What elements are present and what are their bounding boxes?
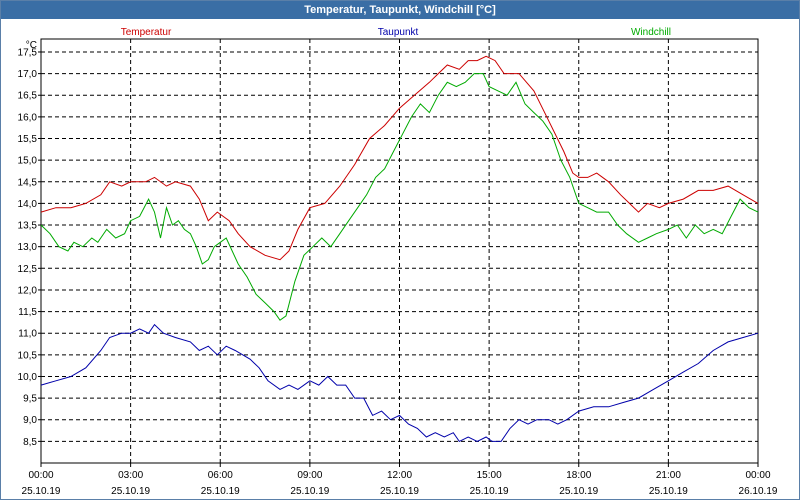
x-tick-date: 25.10.19 [470,486,509,497]
series-line-temperatur [40,55,759,261]
x-tick-time: 18:00 [566,470,591,481]
legend-temperatur: Temperatur [121,27,172,38]
y-tick-label: 14,5 [18,177,38,188]
x-tick-date: 25.10.19 [111,486,150,497]
x-tick-time: 03:00 [118,470,143,481]
x-tick-date: 26.10.19 [739,486,778,497]
y-tick-label: 15,0 [18,156,38,167]
y-tick-label: 10,0 [18,372,38,383]
series-line-windchill [40,73,759,321]
y-tick-label: 9,0 [23,415,37,426]
y-tick-label: 8,5 [23,437,37,448]
y-tick-label: 11,0 [18,329,37,340]
y-tick-label: 10,5 [18,350,38,361]
y-tick-label: 13,5 [18,221,38,232]
x-tick-date: 25.10.19 [380,486,419,497]
x-tick-time: 12:00 [387,470,412,481]
x-tick-date: 25.10.19 [201,486,240,497]
window-title: Temperatur, Taupunkt, Windchill [°C] [1,1,799,19]
y-tick-label: 11,5 [18,307,37,318]
y-tick-label: 12,5 [18,264,38,275]
y-tick-label: 14,0 [18,199,38,210]
x-tick-date: 25.10.19 [22,486,61,497]
series-line-taupunkt [40,323,759,443]
y-tick-label: 17,0 [18,69,38,80]
x-tick-time: 00:00 [28,470,53,481]
y-tick-label: 13,0 [18,242,38,253]
y-tick-label: 15,5 [18,134,38,145]
y-tick-label: 17,5 [18,47,38,58]
x-tick-date: 25.10.19 [290,486,329,497]
x-tick-time: 21:00 [656,470,681,481]
x-tick-date: 25.10.19 [559,486,598,497]
y-tick-label: 9,5 [23,394,37,405]
y-axis-unit: °C [26,40,37,51]
y-tick-label: 12,0 [18,285,38,296]
x-tick-time: 00:00 [745,470,770,481]
y-tick-label: 16,5 [18,91,38,102]
legend-windchill: Windchill [631,27,671,38]
y-tick-label: 16,0 [18,112,38,123]
x-tick-date: 25.10.19 [649,486,688,497]
x-tick-time: 06:00 [208,470,233,481]
x-tick-time: 09:00 [297,470,322,481]
x-tick-time: 15:00 [477,470,502,481]
legend-taupunkt: Taupunkt [378,27,419,38]
